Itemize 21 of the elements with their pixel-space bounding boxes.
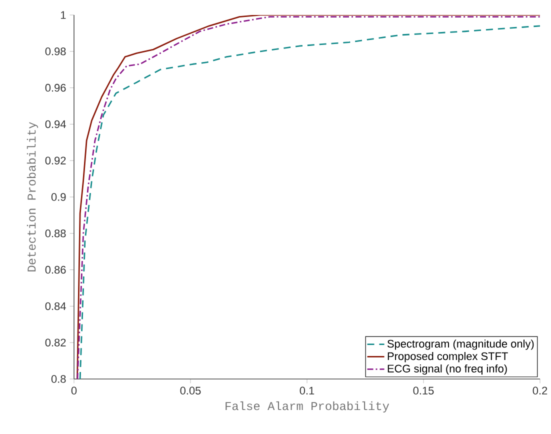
x-tick-label: 0.2 [532,386,548,395]
legend-label: Proposed complex STFT [388,352,508,362]
y-tick-label: 0.8 [51,375,66,383]
y-tick-label: 1 [60,11,66,19]
legend-label: Spectrogram (magnitude only) [387,340,534,350]
x-axis-title: False Alarm Probability [226,401,390,413]
y-axis-title: Detection Probability [26,122,38,272]
y-tick-label: 0.98 [45,48,66,56]
x-tick-label: 0 [71,386,77,395]
y-tick-label: 0.94 [45,120,66,128]
x-tick-label: 0.1 [300,386,314,395]
legend-label: ECG signal (no freq info) [388,364,507,375]
y-tick-label: 0.86 [45,266,66,274]
y-tick-label: 0.84 [45,302,66,310]
y-tick-label: 0.92 [45,156,66,164]
y-tick-label: 0.82 [45,338,66,346]
y-tick-label: 0.88 [45,230,66,238]
y-tick-label: 0.9 [51,193,66,201]
x-tick-label: 0.15 [413,386,434,395]
x-tick-label: 0.05 [180,386,201,395]
y-tick-label: 0.96 [45,84,66,92]
